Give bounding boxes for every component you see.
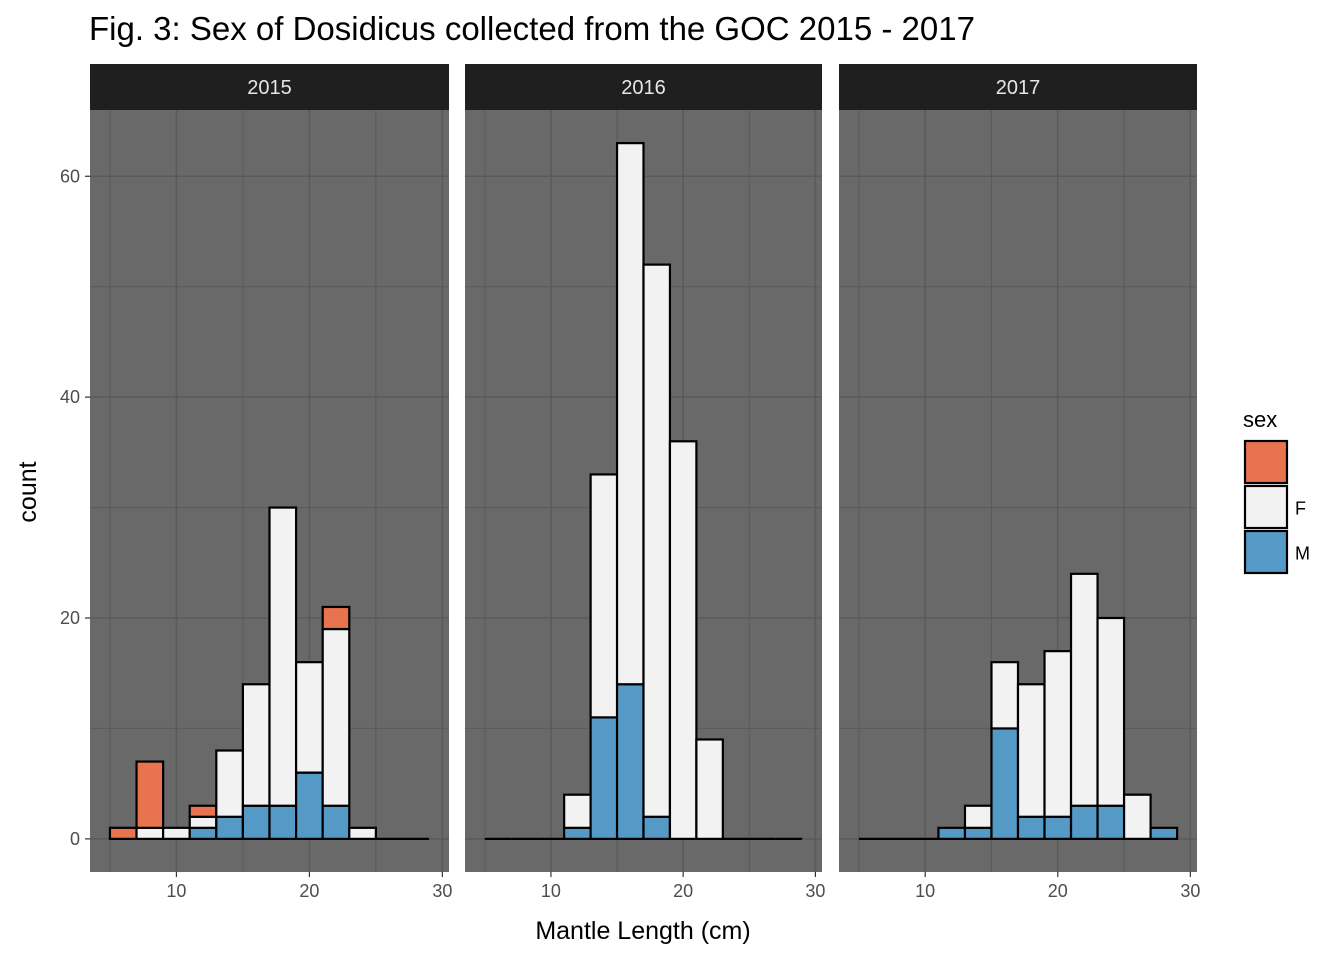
y-tick-label: 20 [60, 608, 80, 628]
bar-F [321, 627, 351, 807]
facet-panels: 2015 10 20 30 0 20 40 60 2016 10 20 30 2017 10 20 30 [60, 64, 1200, 901]
bar-F [563, 793, 592, 829]
x-tick-label: 30 [1180, 881, 1200, 901]
bar-M [563, 826, 592, 840]
bars [484, 142, 803, 840]
bar-M [215, 815, 245, 840]
bar-unknown [108, 826, 138, 840]
facet-2017: 2017 10 20 30 [839, 64, 1200, 901]
x-tick-label: 30 [805, 881, 825, 901]
bar-F [1016, 683, 1046, 818]
bar-F [1043, 650, 1073, 818]
bar-F [990, 661, 1020, 730]
legend-key-F [1243, 484, 1289, 530]
bar-F [615, 142, 645, 686]
x-tick-label: 10 [541, 881, 561, 901]
legend-key-unknown [1243, 439, 1289, 485]
facet-strip-label: 2015 [247, 77, 292, 99]
bar-F [162, 826, 191, 840]
facet-strip [90, 64, 449, 110]
legend: sex F M [1243, 407, 1310, 575]
x-tick-label: 30 [432, 881, 452, 901]
bar-F [348, 826, 377, 840]
bar-M [1096, 804, 1126, 840]
bar-M [963, 826, 993, 840]
bar-M [1016, 815, 1046, 840]
legend-label: M [1295, 544, 1310, 564]
bar-unknown [135, 760, 165, 829]
y-axis-title: count [14, 461, 42, 522]
facet-strip [839, 64, 1197, 110]
bar-M [188, 826, 218, 840]
x-tick-label: 20 [299, 881, 319, 901]
bar-F [642, 263, 672, 818]
bar-F [294, 661, 324, 774]
bar-F [1096, 616, 1126, 807]
bar-F [695, 738, 724, 840]
bar-F [668, 440, 698, 840]
bar-F [188, 815, 218, 829]
facet-strip-label: 2017 [996, 77, 1041, 99]
bar-F [215, 749, 245, 818]
bar-M [615, 683, 645, 840]
chart-title: Fig. 3: Sex of Dosidicus collected from … [89, 10, 975, 47]
x-tick-label: 10 [915, 881, 935, 901]
bar-F [1122, 793, 1152, 840]
bar-F [268, 506, 298, 807]
x-tick-label: 20 [673, 881, 693, 901]
bar-M [937, 826, 967, 840]
bar-unknown [188, 804, 218, 818]
legend-key-M [1243, 529, 1289, 575]
facet-2015: 2015 10 20 30 0 20 40 60 [60, 64, 452, 901]
bar-M [321, 804, 351, 840]
bar-M [1043, 815, 1073, 840]
facet-strip-label: 2016 [621, 77, 666, 99]
bar-F [963, 804, 993, 829]
y-tick-label: 60 [60, 166, 80, 186]
bar-M [268, 804, 298, 840]
x-tick-label: 10 [166, 881, 186, 901]
bar-M [589, 716, 619, 840]
bar-F [241, 683, 271, 807]
legend-title: sex [1243, 407, 1277, 432]
bar-M [294, 771, 324, 840]
bar-M [990, 727, 1020, 840]
bar-M [1149, 826, 1179, 840]
facet-2016: 2016 10 20 30 [465, 64, 825, 901]
bar-M [1069, 804, 1099, 840]
x-axis-title: Mantle Length (cm) [535, 917, 750, 945]
y-tick-label: 0 [70, 829, 80, 849]
bar-M [241, 804, 271, 840]
bar-M [642, 815, 672, 840]
legend-label: F [1295, 499, 1306, 519]
facet-strip [465, 64, 822, 110]
bars [858, 572, 1179, 840]
y-tick-label: 40 [60, 387, 80, 407]
bars [108, 506, 430, 840]
bar-unknown [321, 605, 351, 631]
bar-F [135, 826, 165, 840]
bar-F [1069, 572, 1099, 807]
bar-F [589, 473, 619, 719]
x-tick-label: 20 [1048, 881, 1068, 901]
